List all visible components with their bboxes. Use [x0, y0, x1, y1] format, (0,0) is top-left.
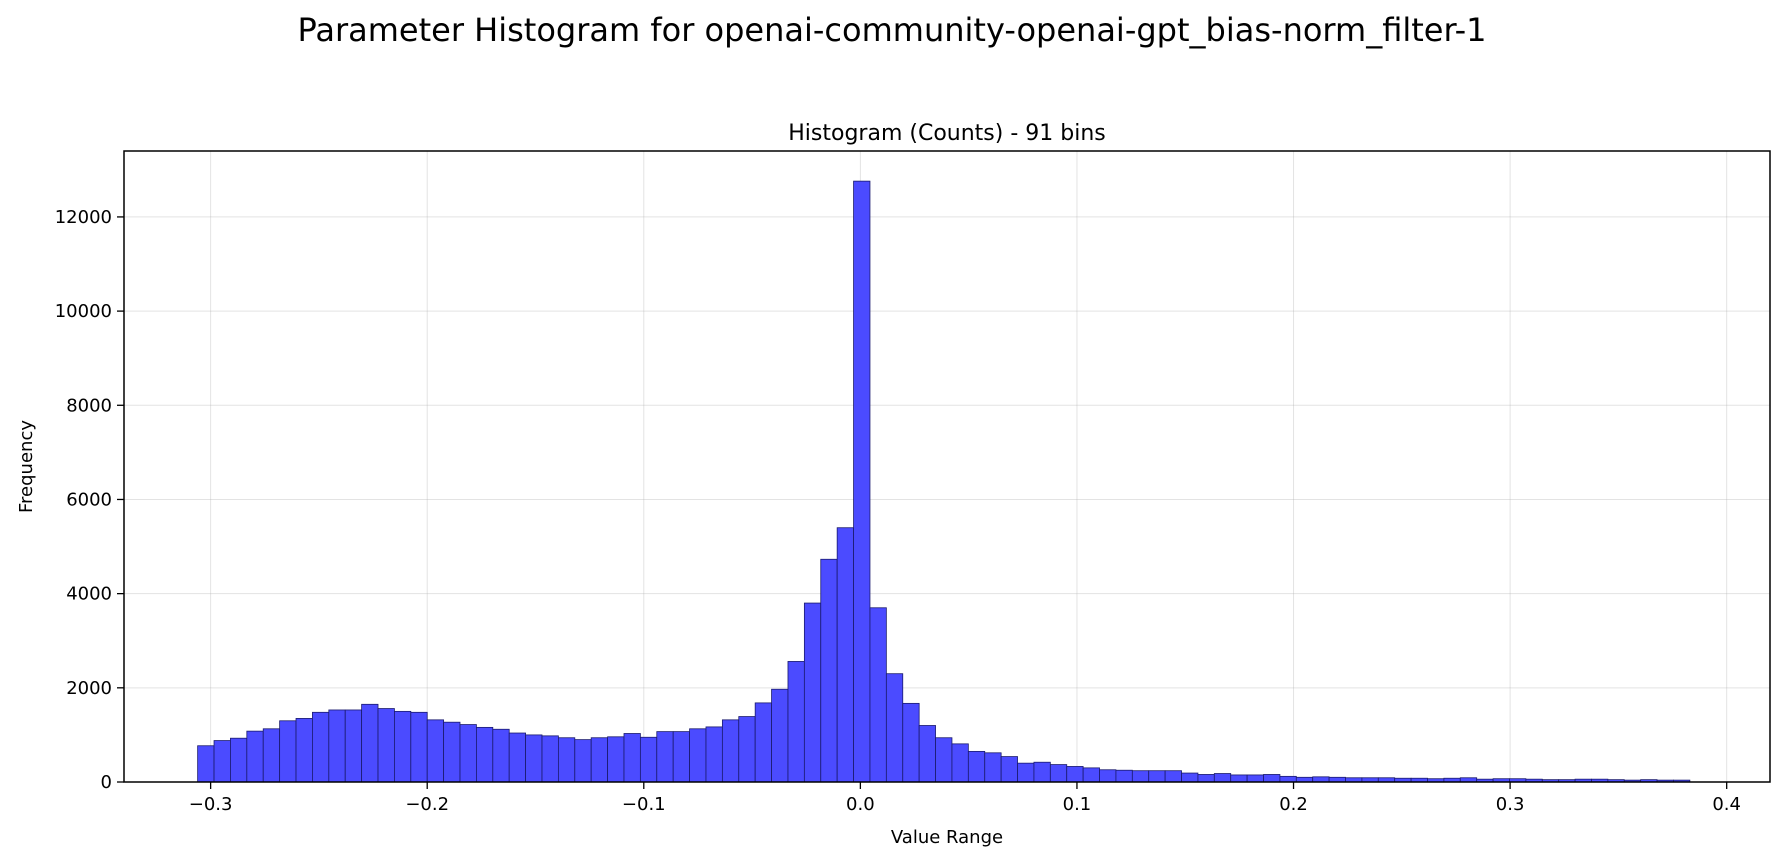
- plot-frame: [123, 150, 1771, 783]
- x-tick-label: 0.0: [846, 794, 875, 815]
- histogram-bar: [820, 558, 838, 783]
- histogram-bar: [213, 740, 231, 783]
- y-tick-label: 0: [101, 772, 112, 793]
- histogram-bar: [590, 737, 608, 783]
- histogram-bar: [1230, 774, 1248, 783]
- histogram-bar: [328, 709, 346, 783]
- histogram-bar: [721, 719, 740, 783]
- histogram-bar: [1017, 762, 1035, 783]
- histogram-bar: [1181, 772, 1199, 783]
- histogram-bar: [754, 702, 772, 783]
- histogram-bar: [771, 688, 789, 783]
- histogram-bar: [1197, 774, 1215, 783]
- x-tick-label: 0.4: [1712, 794, 1741, 815]
- histogram-bar: [656, 731, 674, 783]
- x-axis-ticks: −0.3 −0.2 −0.1 0.0 0.1 0.2 0.3 0.4: [189, 782, 1741, 815]
- y-tick-label: 6000: [66, 489, 112, 510]
- x-tick-label: 0.2: [1279, 794, 1308, 815]
- histogram-bar: [623, 733, 641, 783]
- histogram-bar: [410, 711, 428, 783]
- histogram-bar: [1164, 770, 1182, 783]
- x-tick-label: 0.3: [1496, 794, 1525, 815]
- histogram-bar: [230, 737, 248, 783]
- histogram-bar: [1131, 770, 1150, 783]
- histogram-bar: [1263, 774, 1281, 783]
- y-tick-label: 4000: [66, 584, 112, 605]
- histogram-bar: [1099, 769, 1117, 783]
- histogram-bar: [787, 661, 805, 783]
- histogram-bar: [836, 527, 854, 783]
- y-tick-label: 8000: [66, 395, 112, 416]
- x-axis-label: Value Range: [891, 827, 1003, 848]
- histogram-bar: [689, 728, 707, 783]
- histogram-bar: [1082, 767, 1100, 783]
- histogram-bar: [1066, 766, 1084, 783]
- plot-title: Histogram (Counts) - 91 bins: [788, 121, 1105, 146]
- histogram-bar: [557, 737, 576, 783]
- y-axis-ticks: 0 2000 4000 6000 8000 10000 12000: [55, 207, 124, 793]
- y-tick-label: 10000: [55, 301, 112, 322]
- histogram-bar: [574, 739, 592, 783]
- figure-title: Parameter Histogram for openai-community…: [297, 11, 1487, 49]
- histogram-bar: [1148, 770, 1166, 783]
- x-tick-label: 0.1: [1063, 794, 1092, 815]
- histogram-bar: [607, 736, 625, 783]
- histogram-bar: [459, 724, 477, 783]
- histogram-bar: [1000, 756, 1018, 783]
- x-tick-label: −0.1: [622, 794, 666, 815]
- histogram-bar: [853, 180, 871, 783]
- histogram-bar: [1312, 776, 1330, 783]
- histogram-bar: [1279, 775, 1297, 783]
- histogram-bar: [262, 728, 281, 783]
- histogram-bar: [1213, 773, 1232, 783]
- histogram-bar: [984, 752, 1002, 783]
- histogram-bar: [672, 731, 690, 783]
- histogram-bar: [361, 703, 379, 783]
- histogram-bar: [443, 721, 461, 783]
- histogram-bar: [967, 750, 986, 783]
- x-tick-label: −0.2: [405, 794, 449, 815]
- histogram-bar: [1049, 764, 1068, 783]
- histogram-bar: [705, 726, 723, 783]
- histogram-bar: [377, 708, 395, 783]
- y-tick-label: 2000: [66, 678, 112, 699]
- histogram-bar: [1246, 774, 1264, 783]
- histogram-bar: [312, 711, 330, 783]
- histogram-bar: [885, 673, 904, 783]
- histogram-bar: [951, 743, 969, 783]
- histogram-bar: [525, 734, 543, 783]
- histogram-bar: [639, 736, 658, 783]
- histogram-bar: [476, 726, 494, 783]
- histogram-bar: [541, 735, 559, 783]
- histogram-bar: [279, 720, 297, 783]
- grid-lines: [124, 151, 1770, 783]
- histogram-bar: [869, 607, 887, 783]
- histogram-bar: [426, 719, 445, 783]
- histogram-bar: [1115, 769, 1133, 783]
- histogram-bar: [918, 725, 936, 783]
- histogram-bar: [344, 709, 363, 783]
- histogram-bar: [738, 716, 756, 783]
- histogram-bar: [902, 702, 920, 783]
- y-axis-label: Frequency: [16, 420, 37, 513]
- histogram-bar: [935, 737, 953, 783]
- x-tick-label: −0.3: [189, 794, 233, 815]
- y-tick-label: 12000: [55, 207, 112, 228]
- histogram-bar: [803, 602, 822, 783]
- histogram-bar: [295, 718, 313, 783]
- histogram-bar: [394, 710, 412, 783]
- histogram-bar: [508, 732, 526, 783]
- histogram-bar: [197, 745, 215, 783]
- histogram-bars: [197, 180, 1691, 783]
- histogram-bar: [1033, 761, 1051, 783]
- histogram-bar: [492, 728, 510, 783]
- histogram-bar: [246, 730, 264, 783]
